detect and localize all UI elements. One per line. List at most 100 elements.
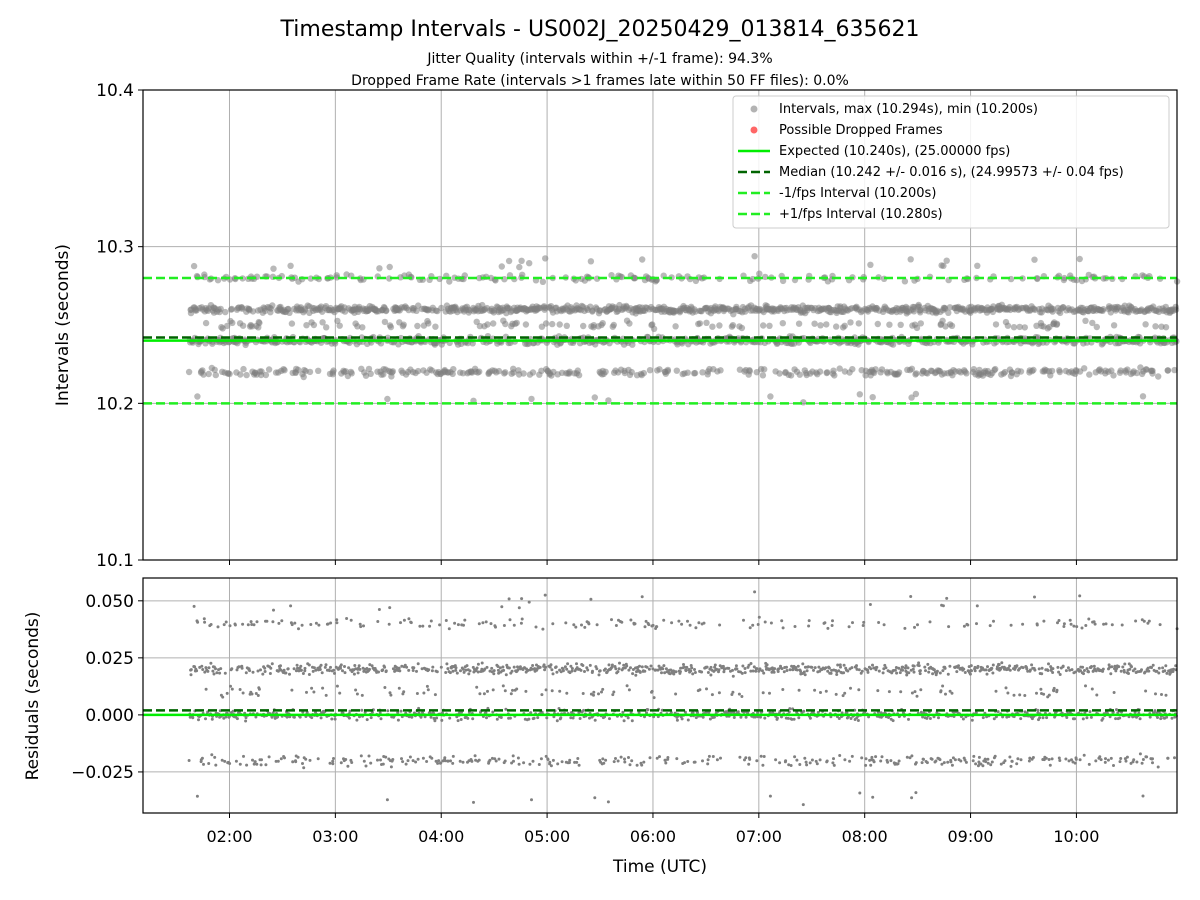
residual-point (1073, 717, 1077, 721)
interval-point (816, 368, 824, 375)
residual-point (884, 666, 888, 670)
top-y-tick-label: 10.1 (96, 551, 134, 571)
residual-point (202, 762, 205, 766)
residual-point (1073, 761, 1077, 765)
residual-point (675, 718, 679, 722)
interval-point (367, 370, 374, 377)
residual-point (593, 796, 597, 800)
residual-point (1047, 693, 1051, 697)
residual-point (294, 669, 298, 673)
interval-point (288, 320, 296, 327)
legend-intervals-label: Intervals, max (10.294s), min (10.200s) (779, 102, 1038, 117)
residual-point (354, 688, 358, 692)
residual-point (842, 671, 846, 675)
residual-point (400, 757, 403, 761)
interval-point (673, 367, 680, 374)
residual-point (270, 662, 274, 666)
residual-point (984, 668, 988, 672)
residual-point (456, 623, 460, 627)
residual-point (1164, 664, 1168, 668)
residual-point (347, 666, 351, 670)
residual-point (785, 669, 789, 672)
interval-point (1142, 321, 1149, 328)
interval-point (542, 320, 550, 327)
residual-point (895, 671, 899, 675)
residual-point (686, 760, 690, 763)
interval-point (874, 320, 881, 328)
interval-point (610, 321, 617, 329)
residual-point (1121, 665, 1125, 669)
residual-point (1062, 622, 1066, 626)
residual-point (640, 595, 644, 599)
interval-point (1139, 393, 1147, 400)
residual-point (368, 667, 371, 671)
residual-point (903, 626, 907, 630)
residual-point (446, 667, 450, 671)
residual-point (377, 670, 380, 674)
residual-point (677, 619, 681, 623)
residual-point (643, 669, 647, 673)
interval-point (817, 322, 824, 329)
bottom-x-axis-ticks: 02:00 03:00 04:00 05:00 06:00 07:00 08:00 09:00… (206, 813, 1099, 846)
residual-point (212, 672, 216, 676)
residual-point (407, 617, 411, 621)
interval-point (640, 369, 647, 377)
interval-point (449, 370, 456, 378)
residual-point (379, 758, 382, 762)
residual-point (297, 627, 300, 631)
interval-point (729, 322, 737, 329)
residual-point (447, 627, 451, 631)
residual-point (494, 625, 497, 629)
residual-point (549, 663, 553, 667)
residual-point (277, 621, 281, 625)
residual-point (928, 620, 932, 624)
residual-point (581, 664, 585, 667)
residual-point (1058, 673, 1062, 676)
residual-point (461, 667, 465, 671)
residual-point (743, 671, 747, 675)
residual-point (197, 718, 200, 722)
residual-point (195, 669, 199, 673)
residual-point (319, 663, 323, 667)
residual-point (1135, 760, 1139, 764)
residual-point (396, 718, 400, 722)
residual-point (255, 620, 259, 624)
interval-point (387, 323, 395, 331)
residual-point (1021, 622, 1025, 626)
residual-point (264, 763, 268, 767)
residual-point (207, 762, 211, 765)
residual-point (1124, 759, 1128, 763)
residual-point (211, 669, 215, 673)
interval-point (872, 366, 879, 373)
residual-point (711, 755, 715, 758)
legend: Intervals, max (10.294s), min (10.200s) … (732, 95, 1170, 229)
residual-point (251, 670, 255, 674)
residual-point (971, 759, 975, 763)
interval-point (310, 321, 318, 329)
residual-point (640, 665, 644, 669)
residual-point (527, 717, 531, 721)
residual-point (761, 691, 765, 695)
residual-point (1101, 667, 1105, 671)
residual-point (655, 625, 659, 629)
top-plot-frame (142, 89, 1178, 561)
residual-point (329, 621, 333, 625)
residual-point (718, 623, 722, 627)
residual-point (614, 757, 617, 760)
residual-point (602, 761, 606, 765)
residual-point (763, 716, 767, 720)
residual-point (864, 757, 868, 761)
residual-point (433, 693, 437, 697)
residual-point (448, 671, 452, 675)
residual-point (214, 763, 218, 767)
residual-point (385, 798, 389, 802)
residual-point (916, 623, 919, 627)
interval-point (599, 320, 606, 327)
residual-point (1142, 619, 1146, 623)
residual-point (850, 666, 854, 670)
residual-point (968, 672, 972, 676)
residual-point (593, 718, 597, 722)
residual-point (942, 761, 946, 765)
residual-point (675, 757, 679, 761)
residual-point (827, 666, 831, 670)
